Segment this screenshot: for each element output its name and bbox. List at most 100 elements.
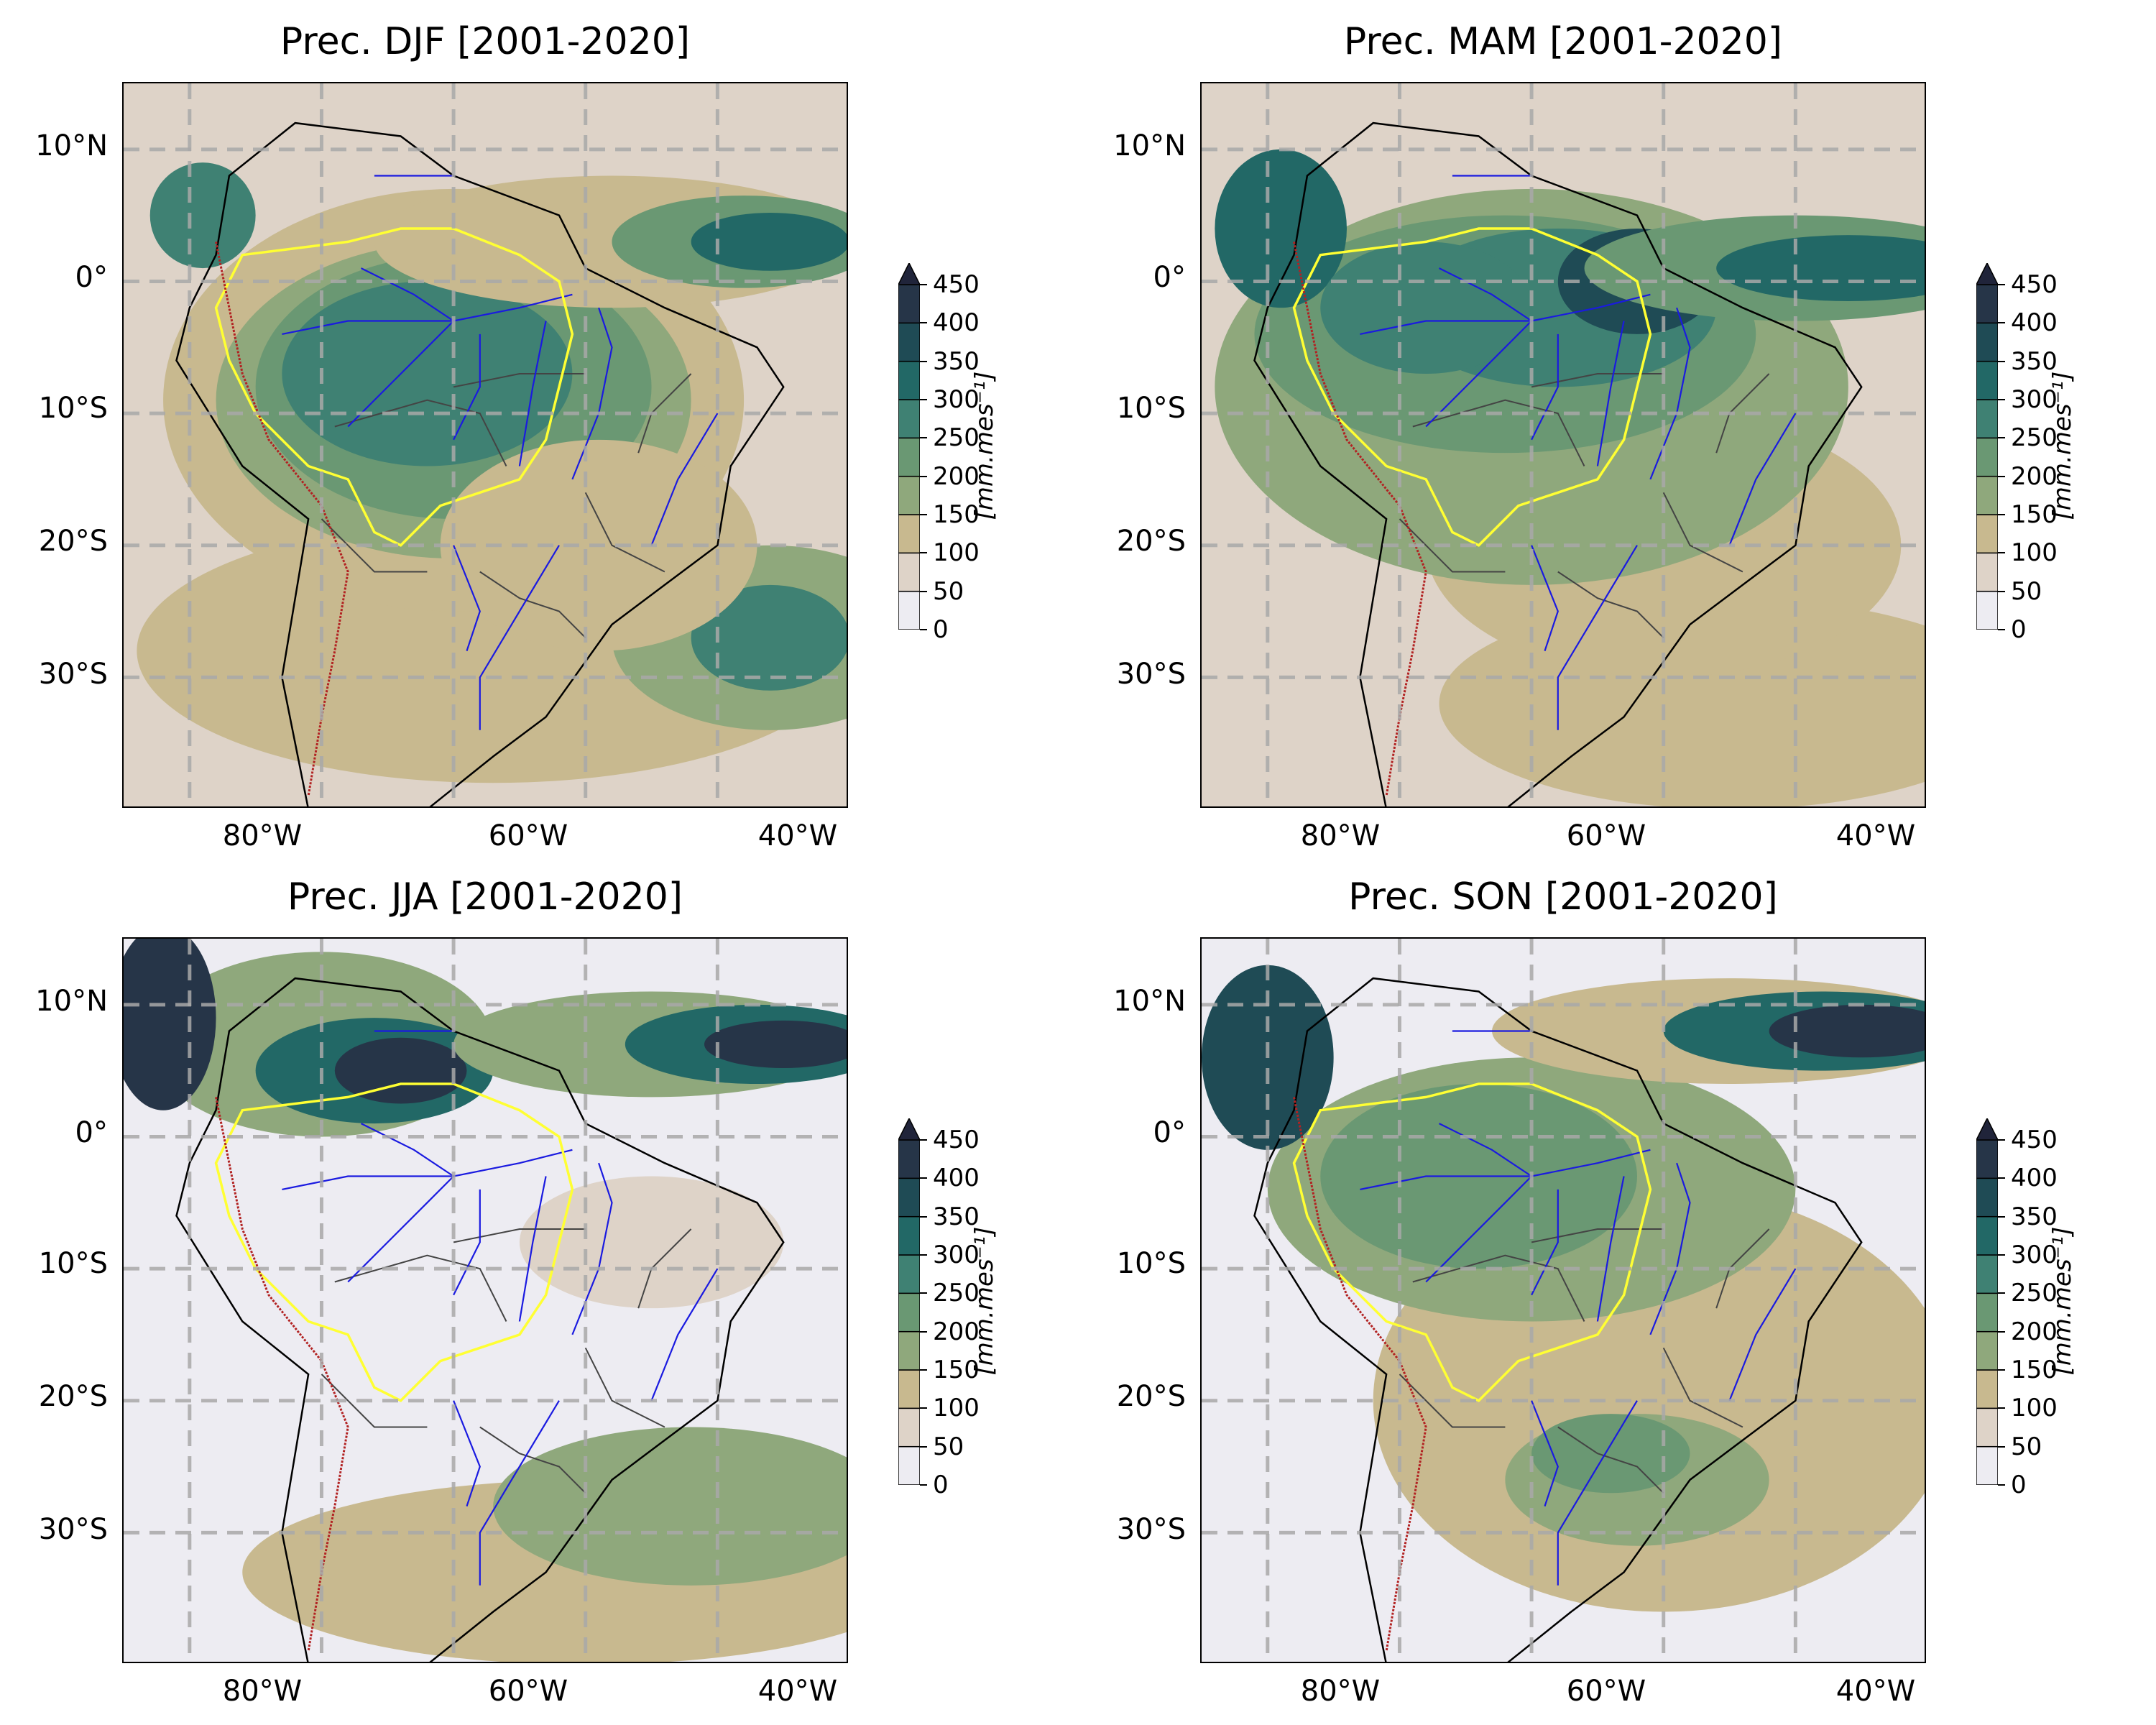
colorbar-tick-label: 150	[2011, 1356, 2058, 1384]
colorbar-tick-label: 50	[2011, 576, 2042, 606]
colorbar-tick-mark	[920, 1445, 927, 1448]
precip-region	[691, 212, 847, 271]
colorbar-tick-label: 0	[2011, 615, 2027, 644]
colorbar-swatch	[898, 399, 920, 439]
precipitation-map	[124, 83, 847, 806]
precip-region	[1215, 149, 1347, 308]
lon-tick-label: 80°W	[222, 1675, 303, 1708]
colorbar-tick-mark	[920, 552, 927, 554]
state-border	[1399, 518, 1506, 573]
map-frame	[1200, 82, 1926, 808]
river	[1425, 320, 1532, 428]
colorbar-swatch	[1976, 322, 1998, 362]
map-panel-djf: Prec. DJF [2001-2020] 10°N 0° 10°S 20°S 30°S 8…	[0, 0, 1078, 862]
lon-tick-label: 80°W	[1300, 819, 1381, 852]
colorbar-tick-label: 50	[933, 1432, 964, 1461]
colorbar-tick-label: 350	[933, 1202, 980, 1231]
river	[361, 267, 454, 322]
colorbar-swatch	[898, 360, 920, 400]
colorbar-tick-label: 100	[2011, 1394, 2058, 1423]
colorbar-tick-label: 350	[2011, 1202, 2058, 1231]
colorbar-tick-mark	[1998, 590, 2005, 592]
colorbar-swatch	[1976, 1177, 1998, 1218]
colorbar-tick-mark	[920, 514, 927, 515]
coastline	[175, 977, 785, 1662]
panel-title: Prec. MAM [2001-2020]	[1343, 20, 1783, 63]
precipitation-map	[124, 939, 847, 1662]
colorbar-tick-label: 450	[933, 1126, 980, 1154]
lon-tick-label: 40°W	[1835, 819, 1916, 852]
panel-title: Prec. JJA [2001-2020]	[287, 875, 683, 919]
state-border	[584, 1347, 665, 1428]
colorbar-tick-mark	[1998, 1139, 2005, 1141]
colorbar-swatch	[898, 284, 920, 324]
river	[1728, 1268, 1797, 1402]
lat-tick-label: 10°S	[38, 1247, 108, 1280]
colorbar-swatch	[1976, 1445, 1998, 1485]
state-border	[1557, 571, 1664, 639]
andes-contour	[1293, 1097, 1427, 1652]
precip-region	[149, 162, 256, 269]
river	[479, 545, 560, 730]
colorbar-swatch	[898, 1407, 920, 1448]
colorbar-tick-mark	[920, 399, 927, 400]
colorbar-swatch	[1976, 1215, 1998, 1256]
colorbar-tick-mark	[1998, 1177, 2005, 1179]
colorbar-tick-label: 350	[2011, 346, 2058, 376]
river	[1531, 1189, 1559, 1296]
colorbar-swatch	[898, 437, 920, 477]
river	[1531, 1400, 1559, 1506]
colorbar	[1976, 263, 1998, 630]
river	[1531, 334, 1559, 441]
colorbar-swatch	[1976, 514, 1998, 554]
state-border	[584, 492, 665, 573]
colorbar-unit-label: [mm.mes⁻¹]	[970, 1226, 999, 1376]
state-border	[1557, 1426, 1664, 1494]
andes-contour	[215, 1097, 349, 1652]
precip-region	[334, 1037, 467, 1104]
river	[1728, 413, 1797, 546]
state-border	[1399, 1374, 1506, 1428]
amazon-basin-outline	[1292, 1082, 1652, 1402]
colorbar-swatch	[898, 475, 920, 515]
colorbar-tick-mark	[1998, 437, 2005, 439]
colorbar-tick-mark	[1998, 1445, 2005, 1448]
colorbar-tick-label: 300	[2011, 1241, 2058, 1269]
colorbar-tick-mark	[920, 1254, 927, 1256]
colorbar-tick-label: 200	[2011, 461, 2058, 491]
colorbar-tick-mark	[920, 1177, 927, 1179]
lon-tick-label: 60°W	[488, 819, 568, 852]
lat-tick-label: 10°N	[1113, 985, 1186, 1018]
river	[1596, 321, 1625, 466]
coastline	[1253, 121, 1863, 806]
river	[453, 334, 481, 441]
colorbar-swatch	[1976, 1330, 1998, 1371]
colorbar-tick-mark	[920, 322, 927, 324]
colorbar-tick-label: 100	[933, 1394, 980, 1423]
precip-region	[1531, 1414, 1690, 1494]
colorbar-swatch	[898, 1369, 920, 1409]
coastline	[1253, 977, 1863, 1662]
precip-region	[124, 939, 216, 1110]
colorbar-tick-mark	[1998, 1330, 2005, 1333]
river	[453, 1400, 481, 1506]
colorbar-swatch	[1976, 437, 1998, 477]
lat-tick-label: 20°S	[1116, 1380, 1186, 1413]
colorbar-tick-mark	[1998, 284, 2005, 285]
lat-tick-label: 10°S	[1116, 1247, 1186, 1280]
colorbar-tick-label: 450	[2011, 1126, 2058, 1154]
river	[347, 1175, 454, 1283]
colorbar-tick-mark	[1998, 1292, 2005, 1294]
lat-tick-label: 10°N	[35, 129, 108, 162]
colorbar-tick-mark	[920, 437, 927, 439]
colorbar-tick-mark	[1998, 1407, 2005, 1409]
river	[650, 413, 719, 546]
lat-tick-label: 10°S	[1116, 392, 1186, 425]
colorbar-tick-label: 300	[2011, 385, 2058, 414]
colorbar-swatch	[1976, 1292, 1998, 1333]
river	[1439, 1123, 1532, 1177]
colorbar-tick-mark	[1998, 1484, 2005, 1486]
colorbar	[1976, 1118, 1998, 1485]
andes-contour	[215, 242, 349, 796]
colorbar-tick-mark	[920, 360, 927, 362]
